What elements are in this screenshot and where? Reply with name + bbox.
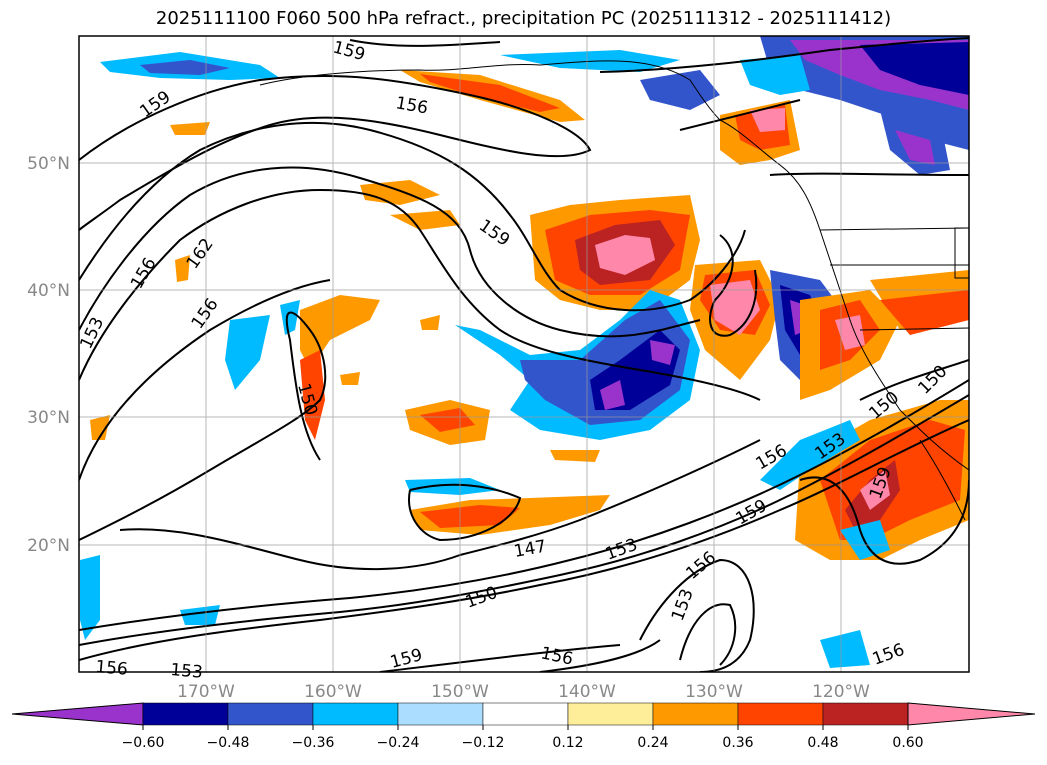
colorbar-segment — [227, 702, 314, 726]
contour-label: 156 — [95, 657, 129, 680]
positive-anomaly-central-pacific — [360, 180, 700, 310]
colorbar-segment — [652, 702, 739, 726]
lon-label: 170°W — [177, 682, 235, 702]
lat-label: 50°N — [27, 154, 70, 174]
colorbar-segment — [822, 702, 909, 726]
lat-label: 30°N — [27, 408, 70, 428]
positive-anomaly-bc-coast — [720, 100, 800, 165]
lon-label: 150°W — [431, 682, 489, 702]
colorbar-tick-label: 0.24 — [637, 735, 668, 751]
colorbar-tick-label: −0.24 — [377, 735, 420, 751]
colorbar-segment — [567, 702, 654, 726]
graticule — [79, 36, 969, 672]
lon-label: 140°W — [558, 682, 616, 702]
colorbar-tick-label: 0.12 — [552, 735, 583, 751]
colorbar-extend-max — [907, 702, 1036, 726]
map-frame — [78, 35, 970, 673]
longitude-labels: 170°W 160°W 150°W 140°W 130°W 120°W — [177, 682, 870, 702]
colorbar-segment — [482, 702, 569, 726]
coastlines — [259, 60, 969, 521]
colorbar-tick-label: −0.36 — [292, 735, 335, 751]
map-field — [79, 36, 969, 672]
negative-anomaly-northeast — [740, 36, 969, 175]
colorbar-tick-label: −0.60 — [122, 735, 165, 751]
colorbar-tick-label: −0.48 — [207, 735, 250, 751]
colorbar-ticks: −0.60 −0.48 −0.36 −0.24 −0.12 0.12 0.24 0.36 0.4… — [122, 725, 924, 751]
colorbar-segments — [11, 702, 1036, 726]
colorbar-segment — [737, 702, 824, 726]
colorbar-segment — [142, 702, 229, 726]
positive-streak-alaska — [170, 70, 585, 135]
negative-streak-northwest — [100, 50, 720, 110]
colorbar-tick-label: −0.12 — [462, 735, 505, 751]
lon-label: 130°W — [685, 682, 743, 702]
lon-label: 160°W — [304, 682, 362, 702]
lon-label: 120°W — [812, 682, 870, 702]
latitude-labels: 50°N 40°N 30°N 20°N — [27, 154, 70, 556]
colorbar-tick-label: 0.60 — [892, 735, 923, 751]
colorbar-tick-label: 0.48 — [807, 735, 838, 751]
colorbar: −0.60 −0.48 −0.36 −0.24 −0.12 0.12 0.24 0.36 0.4… — [11, 702, 1036, 751]
colorbar-segment — [397, 702, 484, 726]
colorbar-segment — [312, 702, 399, 726]
lat-label: 40°N — [27, 281, 70, 301]
colorbar-tick-label: 0.36 — [722, 735, 753, 751]
lat-label: 20°N — [27, 536, 70, 556]
height-contours — [79, 37, 969, 672]
map-title: 2025111100 F060 500 hPa refract., precip… — [155, 8, 892, 29]
negative-anomaly-mid-pacific — [455, 290, 700, 440]
colorbar-extend-min — [11, 702, 144, 726]
